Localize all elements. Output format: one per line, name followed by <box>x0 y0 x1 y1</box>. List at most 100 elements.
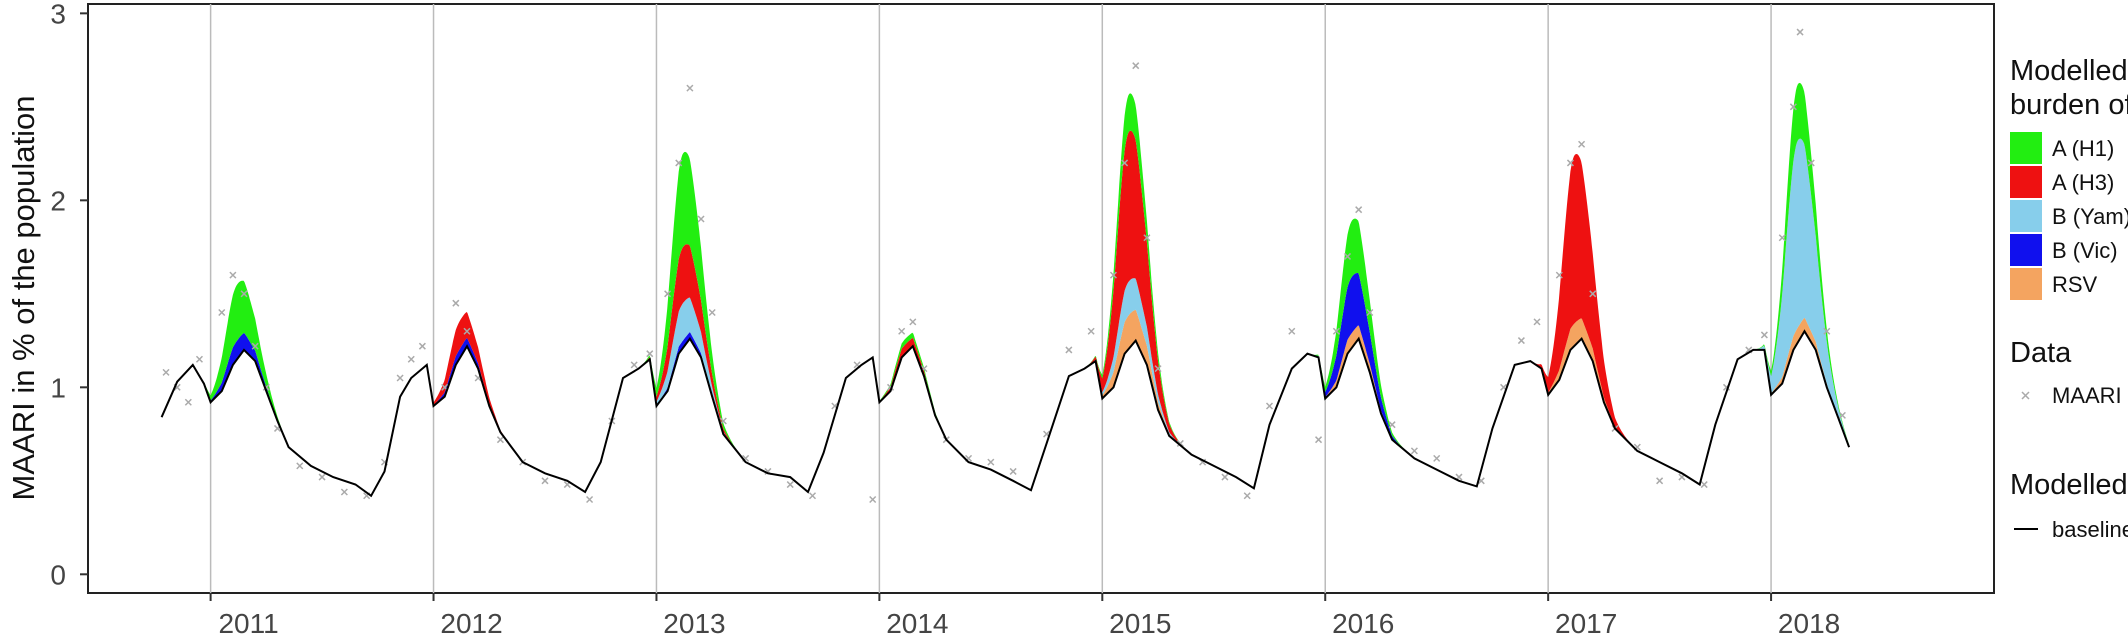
legend-label: MAARI <box>2052 383 2122 408</box>
maari-point <box>1555 271 1563 279</box>
legend-label: RSV <box>2052 272 2098 297</box>
maari-point <box>586 495 594 504</box>
maari-point <box>318 473 326 481</box>
maari-point <box>1700 481 1708 489</box>
legend-title: burden of <box>2010 89 2128 121</box>
maari-point <box>630 361 638 369</box>
maari-point <box>1578 140 1586 148</box>
maari-point <box>1109 271 1117 279</box>
maari-point <box>1533 318 1541 326</box>
maari-point <box>396 374 404 382</box>
maari-point <box>162 368 170 376</box>
maari-point <box>1789 103 1797 111</box>
maari-point <box>1807 159 1815 167</box>
maari-point <box>1221 473 1229 481</box>
legend-maari-marker <box>2021 391 2030 400</box>
maari-point <box>1243 492 1251 500</box>
maari-point <box>1566 159 1574 167</box>
maari-point <box>1009 467 1017 475</box>
x-tick-label: 2018 <box>1778 608 1840 636</box>
maari-point <box>808 492 817 500</box>
axes: 2011 2012 2013 2014 2015 2016 2017 2018 0 1 2 3 <box>50 0 1840 639</box>
legend-swatch <box>2010 268 2042 300</box>
maari-point <box>240 290 248 298</box>
maari-point <box>1778 234 1786 242</box>
legend-swatch <box>2010 166 2042 198</box>
maari-point <box>686 84 694 92</box>
maari-point <box>1796 28 1804 36</box>
maari-point <box>786 481 794 489</box>
maari-point <box>1154 365 1162 373</box>
maari-point <box>229 271 237 279</box>
maari-point <box>1176 439 1184 447</box>
maari-point <box>1332 327 1340 335</box>
legend-swatch <box>2010 234 2042 266</box>
legend-label: B (Yam) <box>2052 204 2128 229</box>
maari-point <box>1760 331 1768 339</box>
x-tick-label: 2012 <box>440 608 502 636</box>
legend-title: Modelled <box>2010 469 2128 501</box>
maari-point <box>1121 159 1129 167</box>
legend-label: A (H3) <box>2052 170 2114 195</box>
maari-point <box>1838 411 1846 419</box>
maari-point <box>987 458 995 466</box>
maari-point <box>1589 290 1597 298</box>
maari-point <box>251 342 259 350</box>
baseline-path <box>160 329 1851 498</box>
maari-point <box>452 299 460 307</box>
legend-title: Modelled <box>2010 55 2128 87</box>
maari-point <box>697 215 705 223</box>
x-tick-label: 2017 <box>1555 608 1617 636</box>
x-tick-label: 2015 <box>1109 608 1171 636</box>
maari-point <box>1823 327 1831 335</box>
maari-point <box>296 462 304 470</box>
x-tick-label: 2011 <box>218 608 278 636</box>
maari-point <box>675 159 683 167</box>
x-tick-label: 2016 <box>1332 608 1394 636</box>
maari-point <box>1517 337 1525 345</box>
maari-point <box>1366 308 1374 317</box>
legend-swatch <box>2010 200 2042 232</box>
year-gridlines <box>209 4 1772 593</box>
maari-point <box>418 342 426 350</box>
maari-point <box>1265 402 1274 410</box>
maari-point <box>1355 206 1363 214</box>
plot-panel <box>87 3 1995 594</box>
legend-label: B (Vic) <box>2052 238 2118 263</box>
maari-point <box>463 327 471 335</box>
maari-point <box>1087 327 1095 335</box>
maari-point <box>407 355 415 363</box>
maari-point <box>1143 234 1151 242</box>
maari-point <box>1132 62 1140 70</box>
maari-point <box>909 318 917 326</box>
maari-point <box>708 308 716 317</box>
maari-point <box>195 355 203 363</box>
maari-point <box>541 477 549 485</box>
maari-point <box>218 308 226 317</box>
maari-point <box>664 290 672 298</box>
maari-point <box>869 495 877 504</box>
maari-point <box>1656 477 1664 485</box>
y-axis-title: MAARI in % of the population <box>6 96 41 501</box>
maari-point <box>1410 447 1418 455</box>
y-tick-label: 0 <box>50 559 66 590</box>
y-tick-label: 3 <box>50 0 66 29</box>
y-tick-label: 2 <box>50 185 66 216</box>
maari-point <box>1065 346 1073 354</box>
maari-point <box>184 398 192 406</box>
maari-point <box>1388 421 1396 429</box>
x-tick-label: 2013 <box>663 608 725 636</box>
legend-swatch <box>2010 132 2042 164</box>
maari-point <box>898 327 906 335</box>
maari-point <box>1433 454 1441 462</box>
maari-point <box>646 350 654 358</box>
maari-point <box>1315 436 1323 444</box>
maari-points <box>162 28 1846 504</box>
maari-point <box>1288 327 1296 335</box>
legend-label: baseline <box>2052 517 2128 542</box>
y-tick-label: 1 <box>50 372 66 403</box>
x-tick-label: 2014 <box>886 608 948 636</box>
maari-point <box>719 417 727 425</box>
